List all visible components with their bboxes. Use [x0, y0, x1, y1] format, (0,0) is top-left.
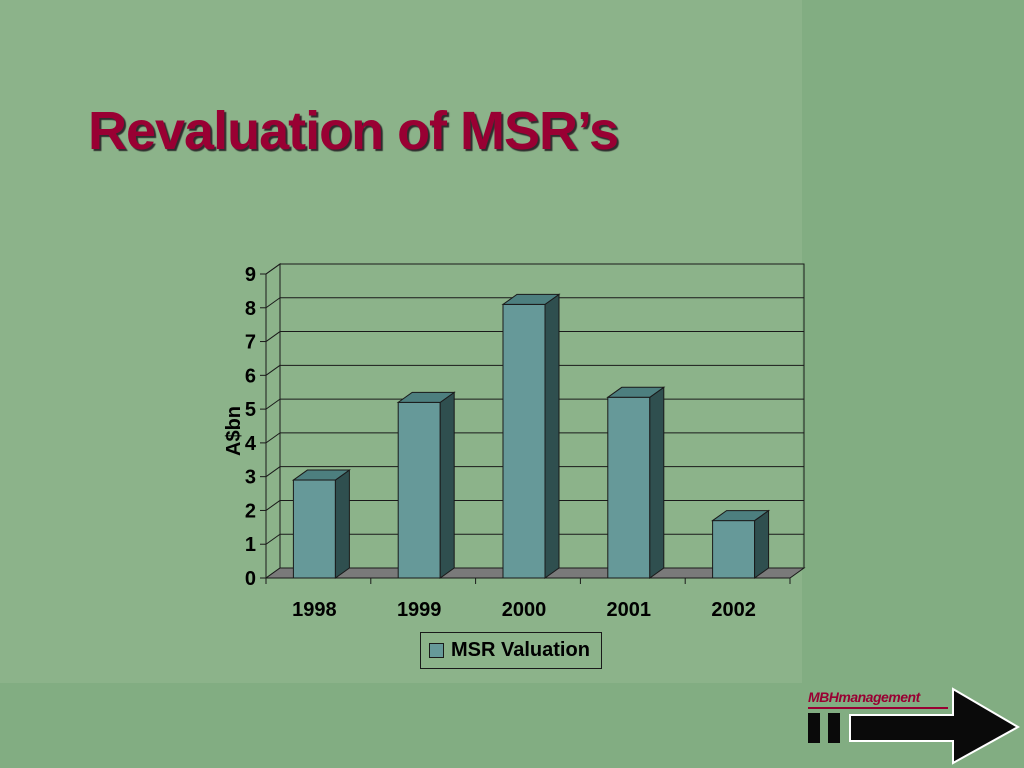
bar-top [291, 469, 351, 481]
bar [397, 401, 441, 579]
gridline-side [265, 364, 281, 376]
x-tick-label: 2002 [711, 599, 756, 621]
bar-chart: 0 1 2 3 4 5 6 7 8 9 A$bn 1998 1999 2000 2001 2002 [223, 263, 806, 621]
y-tick-label: 1 [245, 534, 256, 556]
next-arrow-icon[interactable] [848, 685, 1020, 765]
bar-top [711, 510, 771, 522]
gridline-side [265, 297, 281, 309]
x-tick-label: 2001 [607, 599, 652, 621]
gridline-side [265, 263, 281, 275]
y-tick-label: 2 [245, 500, 256, 522]
bar [607, 396, 651, 579]
bar-top [396, 391, 456, 403]
legend-label: MSR Valuation [451, 639, 590, 661]
slide-title: Revaluation of MSR’s [88, 101, 619, 161]
bar-top [501, 293, 561, 305]
legend-swatch [429, 643, 444, 658]
company-logo: MBHmanagement [808, 685, 1020, 765]
gridline-side [265, 398, 281, 410]
y-tick-label: 6 [245, 365, 256, 387]
bar [502, 303, 546, 579]
bar-side [334, 469, 350, 579]
x-tick-label: 1999 [397, 599, 442, 621]
logo-bar-left [808, 713, 820, 743]
bar-side [439, 391, 455, 579]
bar-side [544, 293, 560, 579]
y-tick-label: 0 [245, 568, 256, 590]
bar-side [649, 386, 665, 579]
x-tick-label: 2000 [502, 599, 547, 621]
logo-underline [808, 707, 948, 709]
bar [292, 479, 336, 579]
y-axis-label: A$bn [223, 406, 245, 456]
y-tick-label: 7 [245, 332, 256, 354]
y-tick-label: 5 [245, 399, 256, 421]
y-tick-label: 4 [245, 433, 257, 455]
background-right-panel [802, 0, 1024, 768]
y-tick-label: 3 [245, 467, 256, 489]
bar-side [754, 509, 770, 579]
y-tick-label: 8 [245, 298, 256, 320]
y-tick-label: 9 [245, 264, 256, 286]
logo-text: MBHmanagement [808, 689, 920, 705]
gridline-side [265, 466, 281, 478]
gridline-side [265, 500, 281, 511]
chart-legend: MSR Valuation [420, 632, 602, 669]
bar [712, 520, 756, 579]
gridline-side [265, 432, 281, 444]
gridline-side [265, 533, 281, 545]
bar-top [606, 386, 666, 398]
chart-side-wall [265, 263, 281, 579]
x-tick-label: 1998 [292, 599, 337, 621]
logo-bar-right [828, 713, 840, 743]
gridline-side [265, 331, 281, 342]
